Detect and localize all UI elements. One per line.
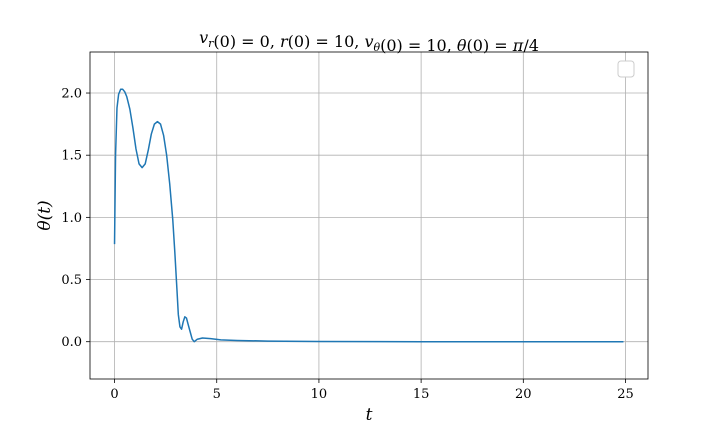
x-tick-label: 5 — [213, 387, 221, 402]
chart-title: vr(0) = 0, r(0) = 10, vθ(0) = 10, θ(0) =… — [199, 28, 539, 55]
plot-area — [113, 88, 624, 343]
axes-frame — [89, 51, 649, 380]
x-tick-label: 0 — [110, 387, 118, 402]
y-tick-label: 1.5 — [61, 149, 82, 164]
x-axis-label: t — [366, 405, 373, 425]
y-tick-label: 2.0 — [61, 87, 82, 102]
y-tick-label: 0.0 — [61, 335, 82, 350]
x-tick-label: 20 — [515, 387, 532, 402]
ticks: 0 5 10 15 20 25 0.0 0.5 1.0 1.5 2.0 — [61, 87, 633, 402]
x-tick-label: 10 — [311, 387, 328, 402]
x-tick-label: 15 — [413, 387, 430, 402]
x-tick-label: 25 — [617, 387, 634, 402]
y-tick-label: 0.5 — [61, 273, 82, 288]
y-axis-label: θ(t) — [35, 200, 55, 230]
y-tick-label: 1.0 — [61, 211, 82, 226]
grid — [90, 52, 648, 379]
series-line — [113, 88, 624, 343]
legend-box — [617, 60, 635, 78]
